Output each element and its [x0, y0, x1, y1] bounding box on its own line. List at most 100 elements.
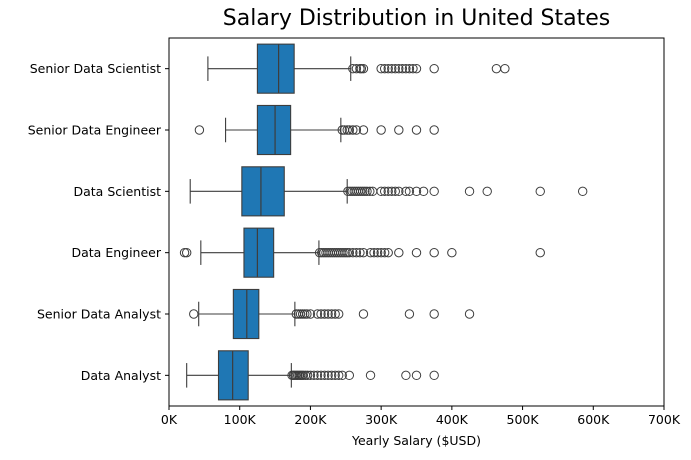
box-iqr	[256, 43, 295, 94]
y-tick-label: Data Scientist	[74, 184, 162, 199]
outlier-point	[358, 186, 368, 197]
outlier-point	[376, 247, 386, 258]
outlier-point	[330, 309, 340, 319]
outlier-point	[312, 370, 323, 381]
outlier-point	[300, 309, 310, 319]
x-tick-label: 400K	[436, 412, 469, 427]
outlier-point	[404, 309, 415, 319]
outlier-point	[344, 370, 355, 381]
outlier-point	[298, 370, 309, 381]
box-iqr	[217, 350, 249, 401]
outlier-point	[302, 370, 313, 381]
outlier-point	[344, 125, 355, 135]
outlier-point	[369, 247, 379, 258]
outlier-point	[411, 63, 422, 74]
outlier-point	[365, 247, 376, 258]
box-iqr	[243, 227, 275, 278]
box-iqr	[256, 104, 292, 156]
outlier-point	[411, 125, 422, 135]
outlier-point	[383, 63, 393, 74]
outlier-point	[401, 186, 411, 197]
outlier-point	[387, 186, 397, 197]
outlier-point	[302, 309, 312, 319]
outlier-point	[383, 186, 393, 197]
outlier-point	[379, 63, 390, 74]
outlier-point	[334, 370, 344, 381]
outlier-point	[401, 370, 411, 381]
outlier-point	[411, 186, 422, 197]
outlier-point	[323, 309, 333, 319]
outlier-point	[316, 370, 326, 381]
outlier-point	[376, 125, 386, 135]
outlier-point	[376, 186, 386, 197]
outlier-point	[351, 63, 362, 74]
outlier-point	[577, 186, 588, 197]
outlier-point	[365, 370, 376, 381]
outlier-point	[464, 309, 475, 319]
outlier-point	[179, 247, 190, 258]
outlier-point	[429, 370, 439, 381]
plot-frame	[168, 37, 665, 407]
outlier-point	[355, 186, 366, 197]
outlier-point	[535, 247, 545, 258]
outlier-point	[411, 247, 422, 258]
outlier-point	[334, 309, 344, 319]
x-tick-label: 500K	[507, 412, 540, 427]
outlier-point	[394, 63, 404, 74]
outlier-point	[418, 186, 429, 197]
outlier-point	[342, 125, 352, 135]
outlier-point	[379, 247, 390, 258]
outlier-point	[348, 247, 358, 258]
outlier-point	[500, 63, 510, 74]
outlier-point	[535, 186, 545, 197]
outlier-point	[429, 186, 439, 197]
x-tick-label: 100K	[224, 412, 257, 427]
outlier-point	[181, 247, 192, 258]
outlier-point	[358, 309, 369, 319]
outlier-point	[319, 309, 330, 319]
outlier-point	[305, 370, 316, 381]
outlier-point	[408, 63, 418, 74]
outlier-point	[355, 247, 365, 258]
outlier-point	[394, 247, 404, 258]
outlier-point	[297, 309, 308, 319]
outlier-point	[362, 186, 372, 197]
outlier-point	[379, 186, 390, 197]
outlier-point	[356, 63, 367, 74]
y-tick-label: Senior Data Engineer	[28, 123, 162, 138]
outlier-point	[340, 247, 350, 258]
outlier-point	[394, 125, 404, 135]
x-tick-label: 600K	[577, 412, 610, 427]
outlier-point	[491, 63, 502, 74]
outlier-point	[464, 186, 475, 197]
outlier-point	[330, 370, 340, 381]
outlier-point	[189, 309, 199, 319]
outlier-point	[316, 309, 326, 319]
x-tick-label: 300K	[365, 412, 398, 427]
outlier-point	[447, 247, 457, 258]
outlier-point	[344, 247, 355, 258]
outlier-point	[404, 186, 415, 197]
outlier-point	[376, 63, 386, 74]
outlier-point	[319, 370, 330, 381]
outlier-point	[295, 309, 306, 319]
y-tick-label: Senior Data Analyst	[37, 307, 161, 322]
outlier-point	[312, 309, 323, 319]
outlier-point	[194, 125, 205, 135]
outlier-point	[342, 247, 352, 258]
chart-title: Salary Distribution in United States	[222, 6, 611, 31]
outlier-point	[305, 309, 316, 319]
outlier-point	[394, 186, 404, 197]
outlier-point	[365, 186, 375, 197]
outlier-point	[383, 247, 393, 258]
outlier-point	[358, 63, 369, 74]
outlier-point	[358, 247, 369, 258]
x-tick-label: 200K	[294, 412, 327, 427]
x-tick-label: 700K	[648, 412, 681, 427]
outlier-point	[387, 63, 397, 74]
outlier-point	[390, 186, 400, 197]
x-axis-label: Yearly Salary ($USD)	[352, 433, 481, 448]
outlier-point	[337, 125, 347, 135]
outlier-point	[360, 186, 370, 197]
outlier-point	[358, 125, 369, 135]
